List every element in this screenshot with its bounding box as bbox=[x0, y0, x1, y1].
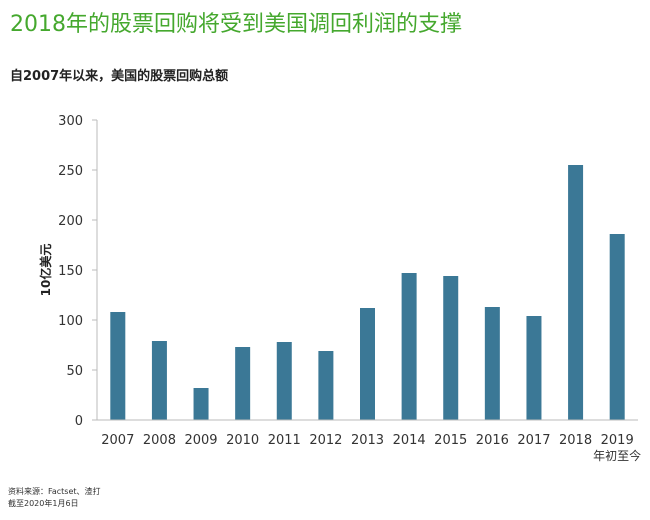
x-tick-label: 2015 bbox=[434, 433, 467, 448]
bar-2013 bbox=[360, 308, 375, 420]
x-tick-label: 2018 bbox=[559, 433, 592, 448]
x-tick-label: 2014 bbox=[393, 433, 426, 448]
year-to-date-note: 年初至今 bbox=[593, 448, 641, 463]
bar-2014 bbox=[401, 273, 417, 420]
y-axis: 0 50 100 150 200 250 300 bbox=[58, 114, 98, 429]
source-note: 资料来源：Factset、渣打 bbox=[8, 487, 101, 496]
x-tick-label: 2011 bbox=[268, 433, 301, 448]
bar-2017 bbox=[526, 316, 542, 420]
x-tick-label: 2016 bbox=[476, 433, 509, 448]
bar-2010 bbox=[235, 347, 251, 420]
x-tick-label: 2007 bbox=[101, 433, 134, 448]
bar-2016 bbox=[484, 307, 500, 420]
chart-subtitle: 自2007年以来，美国的股票回购总额 bbox=[10, 69, 229, 84]
bar-2019 bbox=[609, 234, 625, 420]
footer: 资料来源：Factset、渣打 截至2020年1月6日 bbox=[8, 486, 101, 510]
y-tick-label: 200 bbox=[58, 214, 83, 229]
bar-2008 bbox=[151, 341, 167, 420]
bar-2011 bbox=[276, 342, 292, 420]
y-tick-label: 150 bbox=[58, 264, 83, 279]
x-tick-label: 2013 bbox=[351, 433, 384, 448]
y-tick-label: 50 bbox=[66, 364, 83, 379]
bars bbox=[110, 165, 625, 420]
x-axis: 2007 2008 2009 2010 2011 2012 2013 2014 2015 2016… bbox=[97, 419, 638, 448]
date-note: 截至2020年1月6日 bbox=[8, 499, 79, 508]
bar-2009 bbox=[193, 388, 209, 420]
y-tick-label: 250 bbox=[58, 164, 83, 179]
y-tick-label: 300 bbox=[58, 114, 83, 129]
y-axis-label: 10亿美元 bbox=[38, 244, 53, 297]
y-tick-label: 0 bbox=[75, 414, 83, 429]
x-tick-label: 2012 bbox=[309, 433, 342, 448]
x-tick-label: 2008 bbox=[143, 433, 176, 448]
x-tick-label: 2017 bbox=[517, 433, 550, 448]
page-title: 2018年的股票回购将受到美国调回利润的支撑 bbox=[10, 12, 462, 37]
y-tick-label: 100 bbox=[58, 314, 83, 329]
bar-2012 bbox=[318, 351, 334, 420]
bar-2007 bbox=[110, 312, 126, 420]
x-tick-label: 2009 bbox=[184, 433, 217, 448]
bar-2015 bbox=[443, 276, 459, 420]
x-tick-label: 2010 bbox=[226, 433, 259, 448]
bar-2018 bbox=[568, 165, 584, 420]
x-tick-label: 2019 bbox=[601, 433, 634, 448]
